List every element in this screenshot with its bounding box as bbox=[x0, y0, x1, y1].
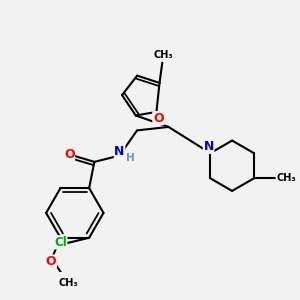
Text: N: N bbox=[114, 145, 125, 158]
Text: CH₃: CH₃ bbox=[153, 50, 173, 60]
Text: CH₃: CH₃ bbox=[58, 278, 78, 288]
Text: O: O bbox=[64, 148, 74, 161]
Text: O: O bbox=[46, 255, 56, 268]
Text: N: N bbox=[203, 140, 214, 153]
Text: CH₃: CH₃ bbox=[276, 173, 296, 183]
Text: Cl: Cl bbox=[54, 236, 67, 249]
Text: H: H bbox=[126, 153, 135, 164]
Text: O: O bbox=[153, 112, 164, 125]
